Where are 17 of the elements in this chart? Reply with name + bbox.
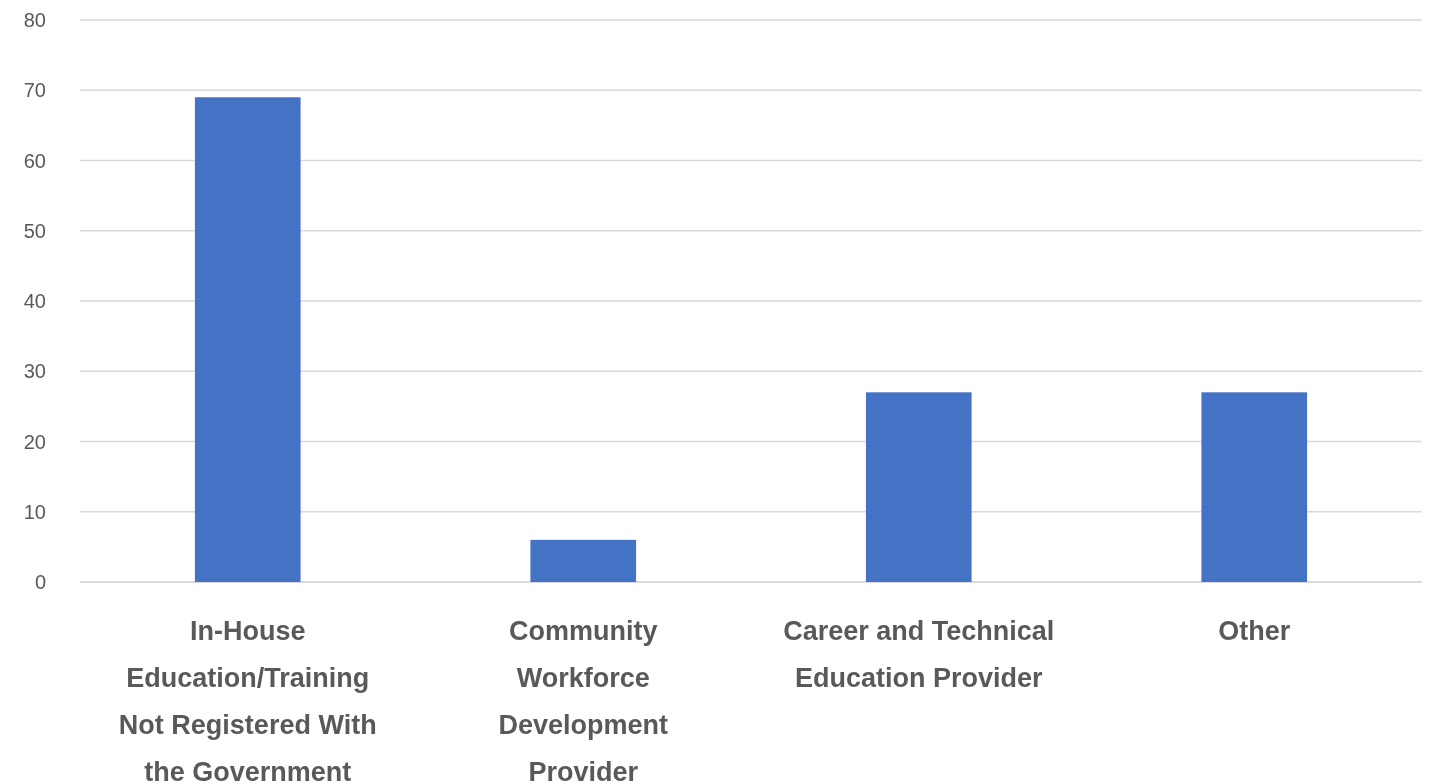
y-tick-label: 70 xyxy=(23,79,46,102)
y-tick-label: 60 xyxy=(23,149,46,172)
y-tick-label: 0 xyxy=(34,571,46,593)
y-tick-label: 20 xyxy=(23,430,46,453)
bar xyxy=(194,97,301,582)
bar xyxy=(1201,392,1308,582)
bar xyxy=(530,539,637,582)
x-tick-label: Other xyxy=(1218,616,1291,646)
y-tick-label: 50 xyxy=(23,219,46,242)
y-tick-label: 40 xyxy=(23,290,46,312)
bar xyxy=(865,392,972,582)
x-tick-label: Community Workforce Development Provider xyxy=(498,616,669,784)
y-tick-label: 10 xyxy=(23,500,46,523)
x-tick-label: In-House Education/Training Not Registered With the Government xyxy=(118,616,377,784)
y-tick-label: 80 xyxy=(23,9,46,31)
x-tick-label: Career and Technical Education Provider xyxy=(783,616,1055,693)
y-tick-label: 30 xyxy=(23,360,46,383)
